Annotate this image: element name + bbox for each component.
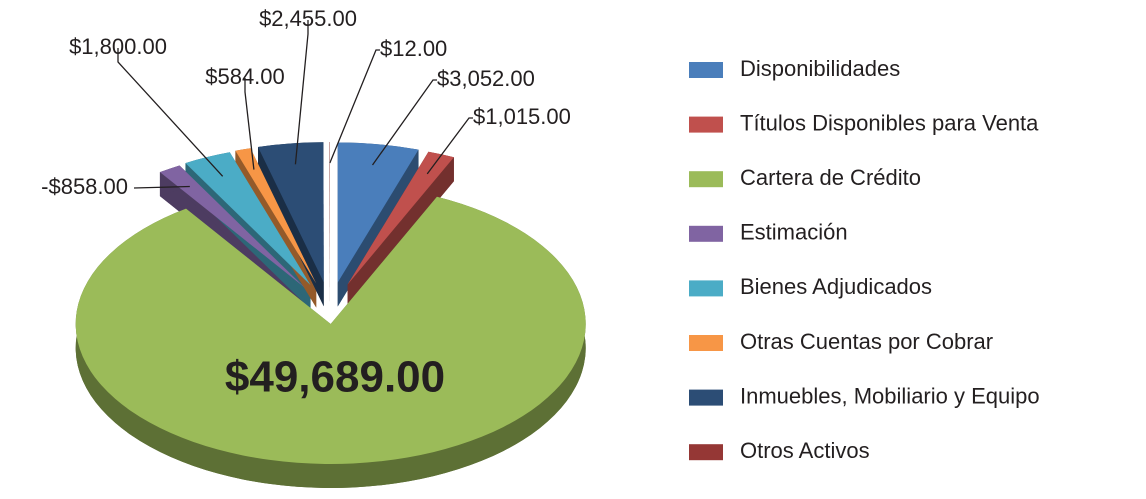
value-label: $2,455.00 — [259, 6, 357, 31]
leader-line — [426, 117, 473, 175]
legend-label: Cartera de Crédito — [740, 165, 921, 190]
legend-swatch — [689, 225, 723, 242]
value-label: -$858.00 — [41, 174, 128, 199]
legend-label: Estimación — [740, 220, 848, 245]
legend-swatch — [689, 116, 723, 133]
slice — [258, 142, 324, 283]
legend-label: Disponibilidades — [740, 56, 900, 81]
leader-line — [117, 48, 224, 177]
slice — [75, 196, 586, 464]
legend-swatch — [689, 280, 723, 297]
slice — [159, 165, 305, 288]
leader-line — [294, 20, 309, 165]
legend: Disponibilidades Títulos Disponibles para… — [689, 56, 1040, 463]
value-labels: $3,052.00 $1,015.00 $49,689.00 -$858.00 $1,8… — [41, 6, 571, 402]
value-label: $584.00 — [205, 64, 285, 89]
slice-wall — [347, 157, 454, 309]
legend-swatch — [689, 444, 723, 461]
legend-swatch — [689, 62, 723, 78]
slice — [185, 152, 311, 286]
value-label: $3,052.00 — [437, 66, 535, 91]
leader-line — [133, 185, 190, 189]
legend-swatch — [689, 335, 723, 351]
legend-label: Inmuebles, Mobiliario y Equipo — [740, 383, 1040, 408]
slice — [347, 151, 454, 285]
legend-swatch — [689, 389, 723, 406]
legend-label: Títulos Disponibles para Venta — [740, 110, 1039, 135]
legend-label: Bienes Adjudicados — [740, 274, 932, 299]
legend-label: Otras Cuentas por Cobrar — [740, 329, 993, 354]
leader-line — [329, 49, 380, 164]
value-label: $12.00 — [380, 36, 447, 61]
legend-label: Otros Activos — [740, 438, 870, 463]
value-label: $1,015.00 — [473, 104, 571, 129]
leader-line — [244, 78, 255, 170]
value-label: $1,800.00 — [69, 34, 167, 59]
value-label: $49,689.00 — [225, 353, 445, 402]
slice — [337, 142, 419, 283]
slice-wall — [337, 149, 419, 307]
slice — [235, 148, 317, 284]
slice-tops — [75, 142, 586, 464]
leader-line — [371, 79, 437, 166]
legend-swatch — [689, 171, 723, 188]
